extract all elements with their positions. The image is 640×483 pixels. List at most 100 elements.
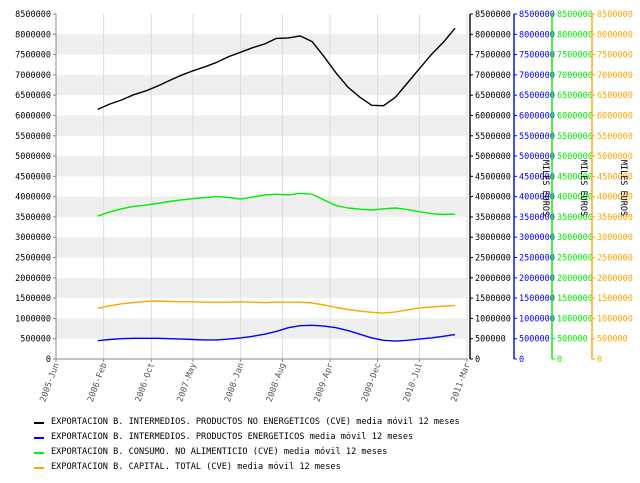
- right-axis-tick-label: 7500000: [597, 51, 633, 61]
- right-axis-tick-label: 2500000: [519, 254, 555, 264]
- y-tick-label: 1500000: [15, 294, 51, 304]
- legend-item: EXPORTACION B. CONSUMO. NO ALIMENTICIO (…: [34, 445, 634, 460]
- right-axis-tick-label: 1500000: [557, 294, 593, 304]
- right-axis-tick-label: 0: [557, 355, 562, 365]
- y-tick-label: 7500000: [15, 51, 51, 61]
- legend-swatch: [34, 452, 44, 454]
- grid-band: [56, 237, 467, 258]
- right-axis-tick-label: 1500000: [597, 294, 633, 304]
- right-axis-tick-label: 4500000: [475, 172, 511, 182]
- y-tick-label: 2500000: [15, 254, 51, 264]
- right-axis-tick-label: 1000000: [597, 314, 633, 324]
- right-axis-tick-label: 8000000: [475, 30, 511, 40]
- x-tick-label: 2005-Jun: [38, 362, 61, 404]
- x-tick-label: 2007-May: [175, 362, 198, 404]
- grid-band: [56, 277, 467, 299]
- grid-band: [56, 115, 467, 136]
- right-axis-tick-label: 2500000: [597, 254, 633, 264]
- y-tick-label: 2000000: [15, 274, 51, 284]
- right-axis-tick-label: 6500000: [557, 91, 593, 101]
- legend-item: EXPORTACION B. CAPITAL. TOTAL (CVE) medi…: [34, 460, 634, 475]
- right-axis-tick-label: 4000000: [557, 193, 593, 203]
- right-axis-tick-label: 5000000: [519, 152, 555, 162]
- right-axis-tick-label: 3500000: [597, 213, 633, 223]
- x-tick-label: 2010-Jul: [402, 362, 425, 404]
- series-line: [97, 324, 456, 342]
- right-axis-tick-label: 3000000: [475, 233, 511, 243]
- right-axis-tick-label: 2000000: [519, 274, 555, 284]
- right-axis-tick-label: 8000000: [597, 30, 633, 40]
- right-axis-tick-label: 500000: [475, 335, 506, 345]
- right-axis-tick-label: 2500000: [557, 254, 593, 264]
- right-axis-tick-label: 4000000: [519, 193, 555, 203]
- right-axis-tick-label: 8500000: [519, 10, 555, 20]
- right-axis-tick-label: 1500000: [475, 294, 511, 304]
- right-axis-tick-label: 6000000: [597, 111, 633, 121]
- legend-label: EXPORTACION B. CAPITAL. TOTAL (CVE) medi…: [51, 462, 341, 472]
- right-axis-tick-label: 4500000: [557, 172, 593, 182]
- y-tick-label: 6500000: [15, 91, 51, 101]
- right-axis-tick-label: 1000000: [519, 314, 555, 324]
- legend-label: EXPORTACION B. CONSUMO. NO ALIMENTICIO (…: [51, 447, 388, 457]
- x-tick-label: 2009-Apr: [312, 362, 335, 404]
- right-axis-tick-label: 0: [475, 355, 480, 365]
- right-axis-title: MILES EUROS: [578, 160, 588, 216]
- series-line: [97, 27, 456, 111]
- grid-band: [56, 156, 467, 177]
- y-tick-label: 8000000: [15, 30, 51, 40]
- y-tick-label: 0: [46, 355, 51, 365]
- y-tick-label: 3000000: [15, 233, 51, 243]
- legend-swatch: [34, 437, 44, 439]
- series-line: [97, 300, 456, 314]
- legend-item: EXPORTACION B. INTERMEDIOS. PRODUCTOS EN…: [34, 430, 634, 445]
- legend-swatch: [34, 422, 44, 424]
- right-axis-tick-label: 500000: [557, 335, 588, 345]
- right-axis-tick-label: 500000: [597, 335, 628, 345]
- right-axis-tick-label: 2000000: [597, 274, 633, 284]
- x-tick-label: 2008-Jan: [223, 362, 246, 404]
- right-axis-tick-label: 8500000: [597, 10, 633, 20]
- right-axis-tick-label: 5500000: [519, 132, 555, 142]
- right-axis-tick-label: 5000000: [597, 152, 633, 162]
- right-axis-tick-label: 6000000: [475, 111, 511, 121]
- x-tick-label: 2006-Oct: [134, 362, 157, 404]
- legend-swatch: [34, 467, 44, 469]
- right-axis-tick-label: 7500000: [519, 51, 555, 61]
- right-axis-tick-label: 3000000: [519, 233, 555, 243]
- right-axis-title: MILES EUROS: [540, 160, 550, 216]
- right-axis-tick-label: 2000000: [475, 274, 511, 284]
- right-axis-title: MILES EUROS: [618, 160, 628, 216]
- legend-label: EXPORTACION B. INTERMEDIOS. PRODUCTOS NO…: [51, 417, 460, 427]
- right-axis-tick-label: 4000000: [475, 193, 511, 203]
- right-axis-tick-label: 7500000: [475, 51, 511, 61]
- right-axis-tick-label: 3000000: [557, 233, 593, 243]
- y-tick-label: 3500000: [15, 213, 51, 223]
- right-axis-tick-label: 8000000: [519, 30, 555, 40]
- right-axis-tick-label: 0: [519, 355, 524, 365]
- x-tick-label: 2006-Feb: [86, 362, 109, 404]
- right-axis-tick-label: 6000000: [557, 111, 593, 121]
- y-tick-label: 5000000: [15, 152, 51, 162]
- y-tick-label: 8500000: [15, 10, 51, 20]
- right-axis-tick-label: 8500000: [475, 10, 511, 20]
- right-axis-tick-label: 2000000: [557, 274, 593, 284]
- right-axis-tick-label: 6500000: [519, 91, 555, 101]
- right-axis-tick-label: 0: [597, 355, 602, 365]
- right-axis-tick-label: 2500000: [475, 254, 511, 264]
- right-axis-tick-label: 6500000: [475, 91, 511, 101]
- right-axis-tick-label: 7000000: [597, 71, 633, 81]
- grid-band: [56, 74, 467, 96]
- series-line: [97, 192, 456, 217]
- x-tick-label: 2011-Mar: [449, 362, 472, 404]
- right-axis-tick-label: 6500000: [597, 91, 633, 101]
- y-tick-label: 4000000: [15, 193, 51, 203]
- grid-band: [56, 196, 467, 217]
- right-axis-tick-label: 3500000: [475, 213, 511, 223]
- right-axis-tick-label: 3500000: [519, 213, 555, 223]
- right-axis-tick-label: 5000000: [475, 152, 511, 162]
- right-axis-tick-label: 500000: [519, 335, 550, 345]
- x-tick-label: 2008-Aug: [265, 362, 288, 404]
- right-axis-tick-label: 5000000: [557, 152, 593, 162]
- right-axis-tick-label: 6000000: [519, 111, 555, 121]
